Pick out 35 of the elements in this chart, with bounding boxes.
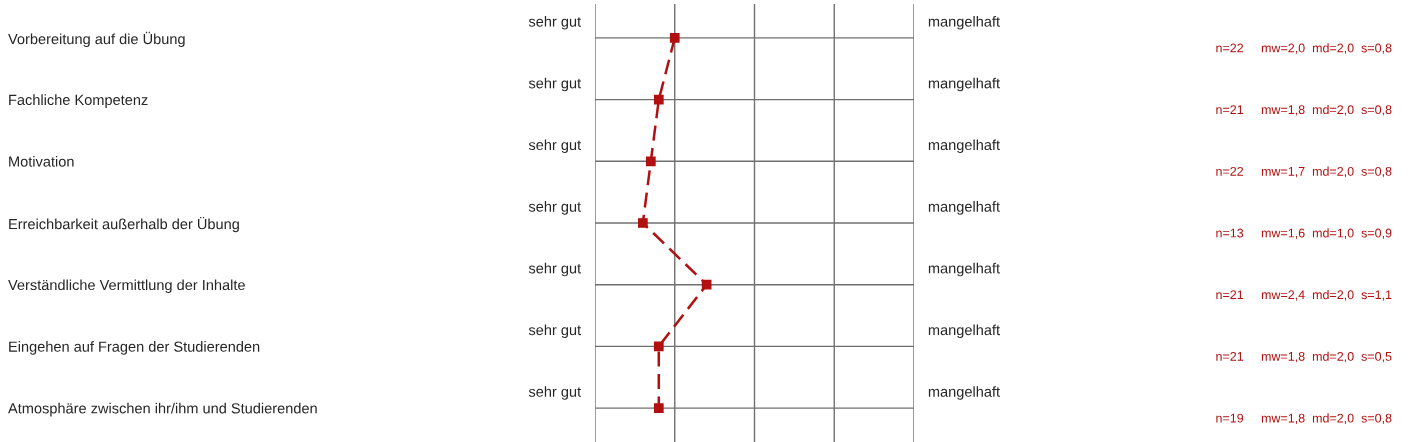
- text: mangelhaft: [928, 262, 1000, 277]
- point: [645, 156, 656, 167]
- text: sehr gut: [528, 324, 582, 339]
- text: mangelhaft: [928, 77, 1000, 92]
- text: mangelhaft: [928, 386, 1000, 400]
- text: mangelhaft: [928, 139, 1000, 153]
- text: mangelhaft: [928, 324, 1000, 339]
- y-tick-label: Verständliche Vermittlung der Inhalte: [8, 279, 245, 293]
- text: sehr gut: [528, 201, 582, 215]
- point: [653, 403, 664, 413]
- data-label: n=19 mw=1,8 md=2,0 s=0,8: [1216, 413, 1392, 425]
- point: [653, 341, 664, 352]
- y-tick-label: Atmosphäre zwischen ihr/ihm und Studierenden: [8, 402, 317, 417]
- point: [653, 94, 664, 105]
- point: [637, 218, 648, 228]
- y-tick-label: Eingehen auf Fragen der Studierenden: [9, 341, 260, 355]
- y-tick-label: Fachliche Kompetenz: [9, 94, 148, 108]
- text: mangelhaft: [928, 16, 1000, 30]
- data-label: n=22 mw=2,0 md=2,0 s=0,8: [1216, 43, 1392, 54]
- point: [701, 279, 712, 290]
- data-label: n=13 mw=1,6 md=1,0 s=0,9: [1216, 228, 1392, 239]
- y-tick-label: Motivation: [9, 156, 74, 167]
- text: mangelhaft: [928, 201, 1000, 215]
- text: sehr gut: [528, 386, 582, 400]
- data-label: n=21 mw=1,8 md=2,0 s=0,5: [1216, 351, 1392, 363]
- text: sehr gut: [528, 77, 582, 92]
- point: [669, 33, 680, 43]
- text: sehr gut: [528, 262, 582, 277]
- y-tick-label: Erreichbarkeit außerhalb der Übung: [9, 216, 239, 233]
- text: sehr gut: [528, 139, 582, 153]
- data-label: n=21 mw=1,8 md=2,0 s=0,8: [1216, 104, 1392, 116]
- data-label: n=22 mw=1,7 md=2,0 s=0,8: [1216, 166, 1392, 178]
- text: sehr gut: [528, 16, 582, 30]
- data-label: n=21 mw=2,4 md=2,0 s=1,1: [1216, 289, 1392, 301]
- y-tick-label: Vorbereitung auf die Übung: [8, 31, 185, 48]
